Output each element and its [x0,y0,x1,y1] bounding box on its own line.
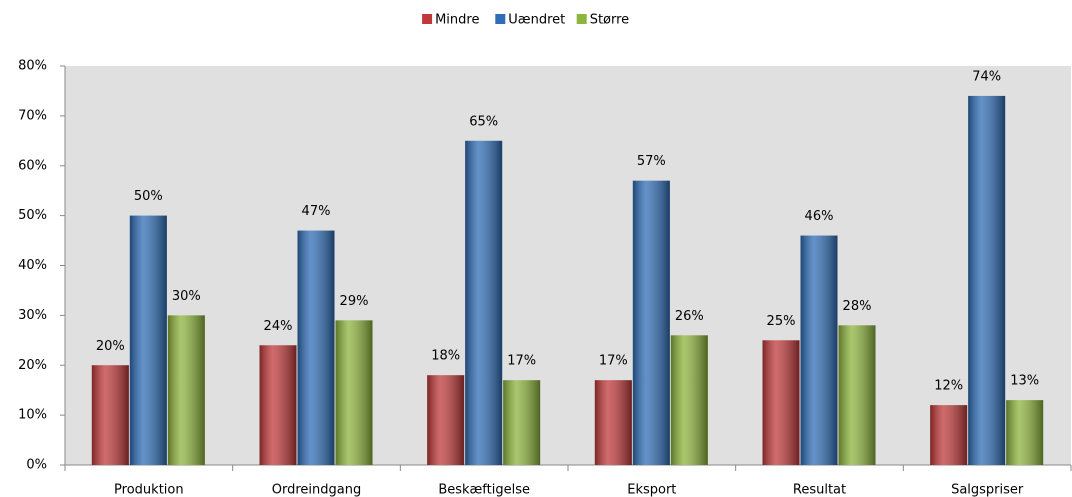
bar-shade [465,140,503,465]
y-tick-label: 10% [18,408,47,423]
value-label: 28% [843,299,872,314]
bar-shade [1006,400,1044,465]
value-label: 47% [302,204,331,219]
x-tick-label: Eksport [627,483,676,497]
value-label: 74% [972,69,1001,84]
value-label: 30% [172,289,201,304]
bar-shade [91,365,129,465]
legend-swatch [495,14,506,24]
y-tick-label: 60% [18,158,47,173]
value-label: 18% [431,349,460,364]
y-tick-label: 40% [18,258,47,273]
value-label: 46% [805,209,834,224]
bar-shade [167,315,205,465]
value-label: 20% [96,339,125,354]
bar-shade [259,345,297,465]
value-label: 65% [469,114,498,129]
bar-shade [838,325,876,465]
bar-shade [670,335,708,465]
x-tick-label: Produktion [114,483,184,497]
plot-area [65,66,1071,465]
y-tick-label: 0% [26,458,47,473]
bar-shade [800,235,838,465]
x-tick-label: Ordreindgang [272,483,361,497]
value-label: 13% [1010,374,1039,389]
value-label: 17% [599,354,628,369]
value-label: 12% [934,379,963,394]
y-tick-label: 50% [18,208,47,223]
bar-shade [297,230,335,465]
value-label: 29% [340,294,369,309]
y-tick-label: 70% [18,108,47,123]
value-label: 57% [637,154,666,169]
value-label: 50% [134,189,163,204]
value-label: 17% [507,354,536,369]
bar-shade [335,320,373,465]
bar-shade [632,180,670,465]
legend-label: Mindre [435,13,479,28]
bar-shade [968,95,1006,466]
bar-shade [503,380,541,465]
legend-label: Uændret [508,13,565,28]
value-label: 24% [264,319,293,334]
legend-swatch [576,14,587,24]
y-tick-label: 80% [18,59,47,74]
bar-shade [762,340,800,465]
x-tick-label: Resultat [793,483,846,497]
bar-shade [594,380,632,465]
bar-shade [930,405,968,465]
bar-shade [427,375,465,465]
legend-label: Større [590,13,629,28]
x-tick-label: Beskæftigelse [438,483,530,497]
x-tick-label: Salgspriser [951,483,1024,497]
value-label: 25% [767,314,796,329]
y-tick-label: 30% [18,308,47,323]
bar-shade [129,215,167,465]
value-label: 26% [675,309,704,324]
y-tick-label: 20% [18,358,47,373]
legend-swatch [422,14,433,24]
